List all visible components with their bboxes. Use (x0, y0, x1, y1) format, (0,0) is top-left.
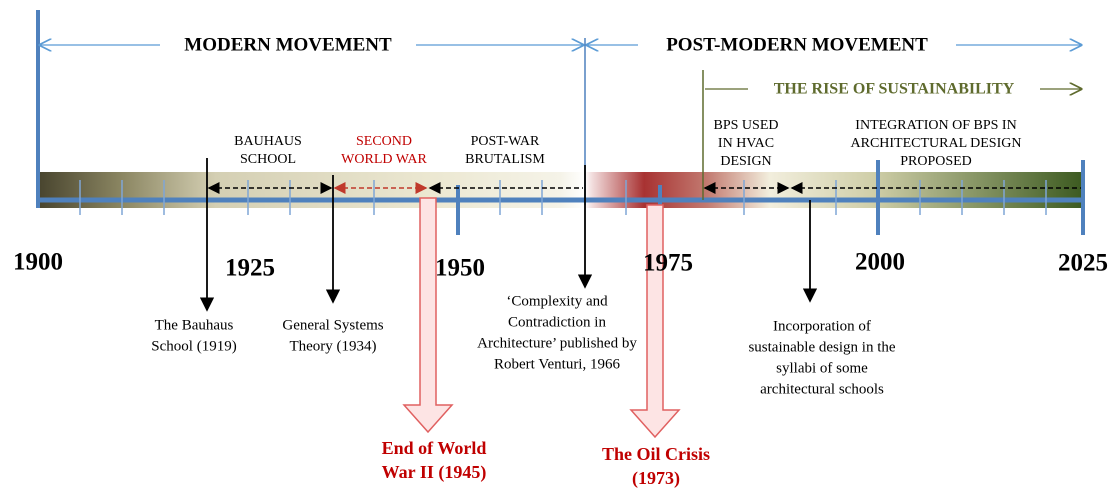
era-label: PROPOSED (900, 154, 972, 169)
event-label: Architecture’ published by (477, 335, 637, 351)
highlight-arrows (402, 197, 681, 439)
highlight-label: (1973) (632, 468, 680, 489)
movement-label: POST-MODERN MOVEMENT (666, 34, 928, 55)
event-label: The Bauhaus (155, 317, 234, 333)
event-label: syllabi of some (776, 360, 868, 376)
era-label: IN HVAC (718, 136, 774, 151)
event-label: Theory (1934) (289, 338, 376, 354)
event-arrows (199, 158, 818, 312)
era-label: SECOND (356, 134, 412, 149)
year-label: 2025 (1058, 250, 1108, 277)
year-label: 1975 (643, 250, 693, 277)
event-label: General Systems (282, 317, 383, 333)
highlight-label: War II (1945) (382, 462, 487, 483)
event-label: sustainable design in the (748, 339, 895, 355)
year-label: 2000 (855, 249, 905, 276)
event-label: Contradiction in (508, 314, 606, 330)
highlight-label: End of World (382, 438, 487, 458)
event-label: architectural schools (760, 381, 884, 397)
event-label: Incorporation of (773, 318, 871, 334)
era-label: WORLD WAR (341, 152, 427, 167)
event-label: School (1919) (151, 338, 236, 354)
era-label: BRUTALISM (465, 152, 545, 167)
era-label: DESIGN (720, 154, 771, 169)
event-label: ‘Complexity and (506, 293, 608, 309)
event-label: Robert Venturi, 1966 (494, 356, 620, 372)
era-label: ARCHITECTURAL DESIGN (851, 136, 1022, 151)
year-label: 1900 (13, 249, 63, 276)
era-label: POST-WAR (471, 134, 540, 149)
highlight-label: The Oil Crisis (602, 444, 710, 464)
movement-label: THE RISE OF SUSTAINABILITY (774, 81, 1015, 98)
movement-label: MODERN MOVEMENT (184, 34, 392, 55)
era-label: BAUHAUS (234, 134, 302, 149)
year-label: 1925 (225, 255, 275, 282)
era-label: SCHOOL (240, 152, 296, 167)
era-label: BPS USED (714, 118, 779, 133)
year-label: 1950 (435, 255, 485, 282)
era-band (38, 172, 1083, 208)
era-label: INTEGRATION OF BPS IN (855, 118, 1016, 133)
